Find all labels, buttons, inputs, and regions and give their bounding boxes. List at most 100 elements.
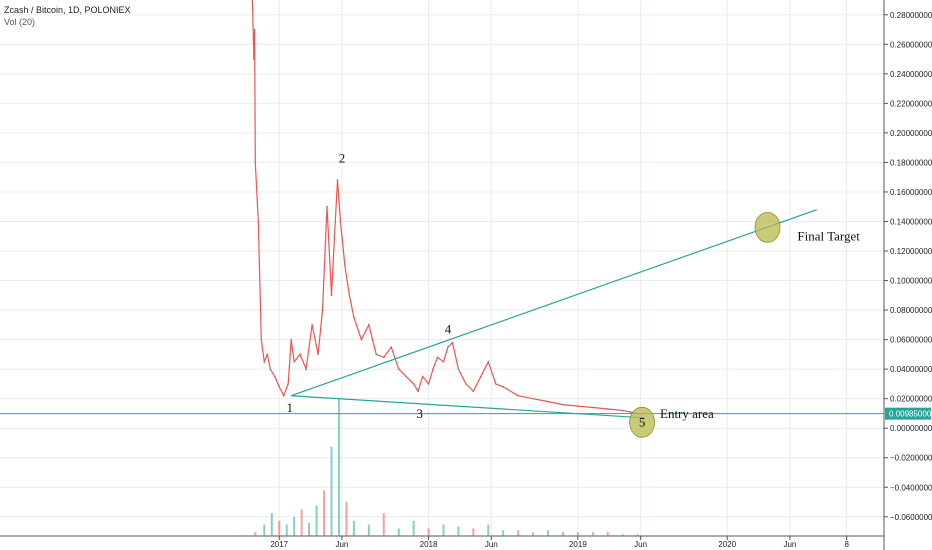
- price-point: [480, 375, 482, 378]
- price-point: [348, 294, 351, 297]
- time-tick-label: Jun: [335, 540, 348, 549]
- price-point: [382, 356, 385, 359]
- volume-bar: [427, 528, 430, 536]
- price-point: [532, 397, 534, 400]
- current-price-label: 0.00985000: [889, 410, 932, 419]
- volume-bar: [293, 517, 296, 536]
- price-point: [577, 405, 579, 407]
- volume-bar: [606, 532, 609, 536]
- volume-bar: [263, 524, 266, 536]
- price-tick-label: 0.18000000: [890, 158, 932, 167]
- price-points: [251, 0, 642, 415]
- price-point: [487, 360, 490, 363]
- price-tick-label: 0.08000000: [890, 306, 932, 315]
- price-point: [290, 338, 292, 341]
- trendline-upper: [290, 209, 818, 397]
- volume-bar: [487, 524, 490, 536]
- time-axis: 2017 Jun 2018 Jun 2019 Jun 2020 Jun 8: [270, 536, 849, 549]
- price-point: [494, 383, 497, 385]
- price-point: [321, 309, 324, 311]
- price-tick-label: 0.28000000: [890, 11, 932, 20]
- volume-bar: [254, 532, 257, 536]
- volume-bar: [300, 509, 303, 536]
- time-tick-label: 2018: [420, 540, 438, 549]
- price-point: [344, 264, 346, 267]
- volume-bar: [352, 520, 355, 536]
- price-tick-label: 0.16000000: [890, 188, 932, 197]
- volume-bar: [636, 534, 639, 536]
- time-tick-label: 2017: [270, 540, 288, 549]
- price-point: [360, 338, 363, 341]
- annotation-label: Entry area: [660, 406, 714, 421]
- price-point: [421, 375, 424, 378]
- price-point: [442, 360, 445, 363]
- annotation-label: 4: [445, 322, 452, 337]
- chart-legend: Zcash / Bitcoin, 1D, POLONIEX Vol (20): [4, 4, 131, 28]
- volume-bar: [547, 530, 550, 536]
- annotation-label: 5: [639, 415, 646, 430]
- volume-bar: [576, 532, 579, 536]
- price-tick-label: −0.06000000: [890, 513, 932, 522]
- volume-bar: [561, 532, 564, 536]
- price-point: [502, 386, 505, 388]
- price-tick-label: 0.12000000: [890, 247, 932, 256]
- annotation-label: 2: [339, 150, 346, 165]
- price-point: [305, 368, 307, 370]
- annotation-label: Final Target: [797, 229, 860, 244]
- price-point: [299, 353, 301, 356]
- price-point: [457, 368, 460, 370]
- price-tick-label: 0.24000000: [890, 70, 932, 79]
- annotation-label: 3: [416, 406, 423, 421]
- price-point: [353, 316, 355, 319]
- price-point: [253, 58, 255, 60]
- volume-indicator-label: Vol (20): [4, 17, 36, 27]
- time-tick-label: 8: [844, 540, 849, 549]
- price-point: [339, 220, 342, 223]
- volume-bar: [457, 526, 460, 536]
- volume-bar: [517, 530, 520, 536]
- time-tick-label: 2019: [569, 540, 587, 549]
- volume-bar: [337, 399, 340, 536]
- price-point: [293, 360, 295, 363]
- price-point: [592, 406, 594, 409]
- price-point: [368, 324, 370, 326]
- price-tick-label: 0.26000000: [890, 40, 932, 49]
- volume-bar: [308, 522, 311, 536]
- price-point: [254, 161, 257, 164]
- price-tick-label: −0.04000000: [890, 483, 932, 492]
- price-point: [251, 0, 254, 1]
- price-point: [375, 353, 378, 356]
- price-point: [472, 390, 475, 393]
- volume-bar: [502, 530, 505, 536]
- trendline-lower: [291, 395, 646, 419]
- price-point: [465, 383, 467, 385]
- entry-circle: [629, 406, 655, 438]
- volume-bars: [254, 399, 639, 536]
- price-tick-label: 0.04000000: [890, 365, 932, 374]
- price-point: [263, 360, 266, 363]
- price-point: [330, 294, 333, 297]
- price-point: [432, 368, 434, 370]
- price-tick-label: −0.02000000: [890, 454, 932, 463]
- price-point: [311, 324, 313, 326]
- price-point: [282, 394, 285, 397]
- price-point: [273, 375, 276, 378]
- volume-bar: [278, 520, 281, 536]
- volume-bar: [345, 501, 348, 536]
- price-point: [390, 346, 393, 348]
- price-point: [562, 403, 564, 406]
- volume-bar: [367, 524, 370, 536]
- volume-bar: [323, 490, 326, 536]
- volume-bar: [285, 524, 288, 536]
- price-point: [629, 411, 631, 413]
- price-point: [436, 356, 439, 359]
- target-circle: [754, 211, 781, 243]
- volume-bar: [270, 513, 273, 536]
- price-point: [621, 409, 624, 412]
- price-point: [397, 368, 400, 370]
- price-point: [278, 386, 281, 388]
- price-point: [266, 353, 269, 356]
- grid-lines: [0, 0, 884, 536]
- price-point: [517, 394, 519, 397]
